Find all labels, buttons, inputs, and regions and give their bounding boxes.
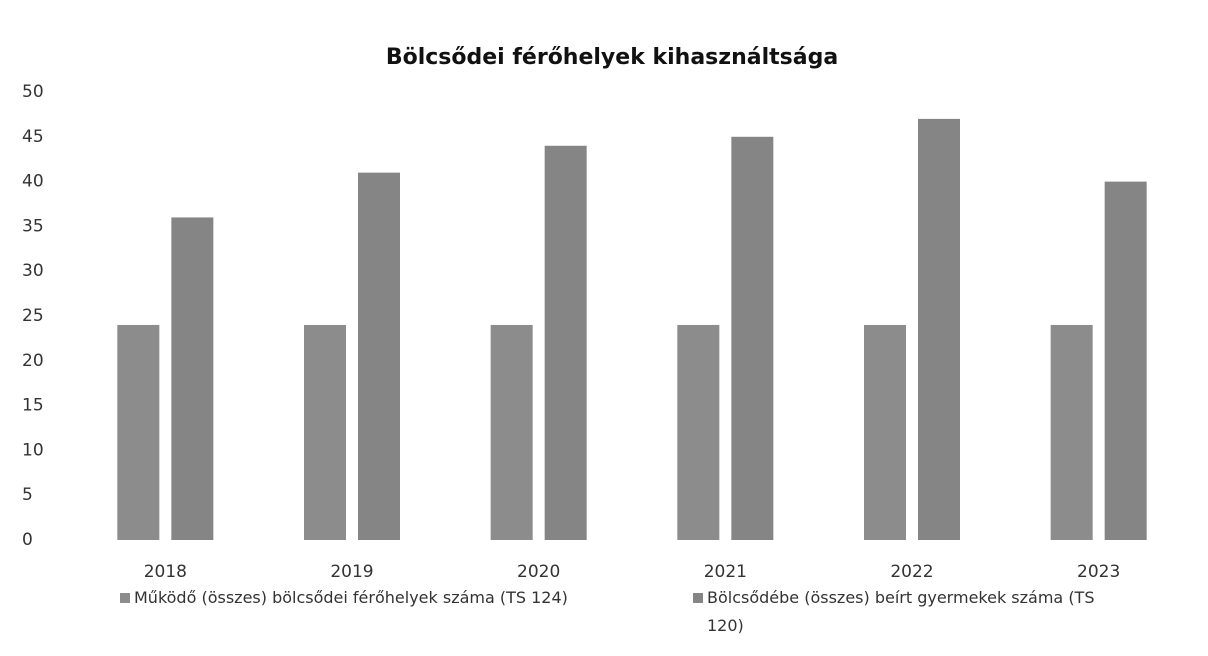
bar bbox=[544, 145, 587, 540]
y-tick-label: 30 bbox=[22, 261, 44, 281]
y-tick-label: 45 bbox=[22, 127, 44, 147]
chart-title: Bölcsődei férőhelyek kihasználtsága bbox=[386, 45, 838, 70]
y-tick-label: 25 bbox=[22, 306, 44, 326]
bar bbox=[918, 118, 960, 540]
y-tick-label: 40 bbox=[22, 172, 44, 192]
legend-swatch bbox=[120, 593, 130, 603]
y-tick-label: 50 bbox=[22, 82, 44, 102]
bar bbox=[677, 324, 720, 540]
y-tick-label: 5 bbox=[22, 485, 33, 505]
x-tick-label: 2019 bbox=[330, 562, 373, 580]
bar bbox=[1050, 324, 1093, 540]
y-tick-label: 10 bbox=[22, 440, 44, 460]
bar bbox=[864, 324, 906, 540]
x-tick-label: 2018 bbox=[144, 562, 187, 580]
x-tick-label: 2021 bbox=[704, 562, 747, 580]
y-tick-label: 20 bbox=[22, 351, 44, 371]
legend-entry: Bölcsődébe (összes) beírt gyermekek szám… bbox=[693, 584, 1113, 640]
x-tick-label: 2023 bbox=[1077, 562, 1120, 580]
bar bbox=[1104, 181, 1147, 540]
bar bbox=[304, 324, 346, 540]
chart: Bölcsődei férőhelyek kihasználtsága 0 5 10… bbox=[22, 45, 1147, 580]
bar bbox=[490, 324, 533, 540]
bar bbox=[171, 217, 214, 540]
legend-entry: Működő (összes) bölcsődei férőhelyek szá… bbox=[120, 584, 680, 612]
x-tick-label: 2022 bbox=[890, 562, 933, 580]
y-tick-label: 35 bbox=[22, 216, 44, 236]
y-tick-label: 15 bbox=[22, 396, 44, 416]
bar bbox=[358, 172, 400, 540]
y-tick-label: 0 bbox=[22, 530, 33, 550]
x-tick-label: 2020 bbox=[517, 562, 560, 580]
legend-swatch bbox=[693, 593, 703, 603]
bar bbox=[117, 324, 160, 540]
bar bbox=[731, 136, 774, 541]
legend-label: Bölcsődébe (összes) beírt gyermekek szám… bbox=[707, 588, 1095, 635]
legend-label: Működő (összes) bölcsődei férőhelyek szá… bbox=[134, 588, 568, 607]
